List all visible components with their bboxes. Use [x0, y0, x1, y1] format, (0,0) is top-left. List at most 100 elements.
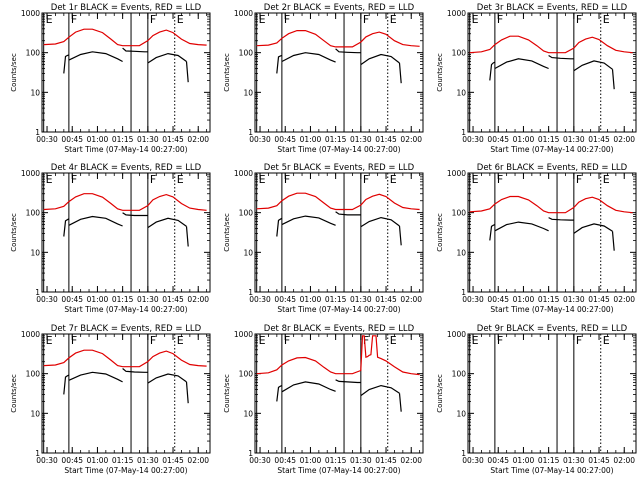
chart-title: Det 7r BLACK = Events, RED = LLD	[51, 324, 202, 334]
x-tick-label: 01:15	[538, 135, 560, 144]
x-tick-label: 00:30	[36, 135, 58, 144]
x-tick-label: 01:15	[325, 295, 347, 304]
event-marker-label: F	[150, 13, 156, 26]
event-marker-label: F	[150, 173, 156, 186]
x-tick-label: 00:45	[487, 135, 509, 144]
y-tick-label: 1000	[21, 9, 40, 18]
x-tick-label: 01:45	[375, 295, 397, 304]
event-marker-label: E	[259, 13, 266, 26]
event-marker-label: E	[259, 173, 266, 186]
series-line-events	[548, 217, 574, 221]
y-tick-label: 1	[35, 128, 40, 137]
series-line-events	[147, 52, 187, 64]
series-line-events	[611, 231, 615, 251]
data-series	[43, 349, 207, 404]
x-tick-label: 02:00	[400, 135, 422, 144]
series-line-events	[276, 385, 283, 402]
chart-panel-9: Det 9r BLACK = Events, RED = LLD 1 10 100 10…	[436, 324, 637, 475]
series-line-events	[494, 221, 549, 232]
y-axis-label: Counts/sec	[223, 213, 231, 252]
chart-panel-5: Det 5r BLACK = Events, RED = LLD 1 10 100 10…	[223, 163, 424, 314]
y-tick-label: 10	[30, 88, 40, 97]
series-line-events	[147, 217, 187, 229]
y-axis-label: Counts/sec	[10, 374, 18, 413]
x-tick-label: 01:45	[375, 135, 397, 144]
series-line-events	[398, 393, 402, 412]
y-axis-label: Counts/sec	[436, 213, 444, 252]
x-tick-label: 00:45	[487, 456, 509, 465]
y-tick-label: 1000	[234, 169, 253, 178]
data-series	[43, 193, 207, 247]
x-axis-ticks: 00:30 00:45 01:00 01:15 01:30 01:45 02:00	[462, 13, 635, 144]
y-axis-ticks: 1 10 100 1000	[21, 9, 210, 137]
event-marker-label: F	[71, 13, 77, 26]
x-tick-label: 01:30	[137, 135, 159, 144]
y-tick-label: 1000	[447, 330, 466, 339]
y-tick-label: 100	[452, 209, 467, 218]
x-axis-ticks: 00:30 00:45 01:00 01:15 01:30 01:45 02:00	[462, 334, 635, 465]
y-axis-ticks: 1 10 100 1000	[234, 9, 423, 137]
x-tick-label: 01:00	[513, 135, 535, 144]
event-marker-label: E	[259, 334, 266, 347]
x-axis-ticks: 00:30 00:45 01:00 01:15 01:30 01:45 02:00	[462, 173, 635, 304]
y-axis-ticks: 1 10 100 1000	[21, 330, 210, 458]
y-tick-label: 10	[30, 248, 40, 257]
event-marker-label: F	[284, 13, 290, 26]
data-series	[469, 35, 633, 90]
series-line-events	[185, 381, 189, 404]
data-series	[256, 335, 420, 412]
chart-panel-2: Det 2r BLACK = Events, RED = LLD 1 10 100 10…	[223, 3, 424, 154]
x-tick-label: 01:45	[375, 456, 397, 465]
x-axis-label: Start Time (07-May-14 00:27:00)	[490, 305, 613, 314]
series-line-lld	[256, 335, 420, 376]
y-tick-label: 1	[248, 449, 253, 458]
x-tick-label: 01:30	[350, 456, 372, 465]
event-marker-label: F	[497, 334, 503, 347]
y-tick-label: 100	[26, 209, 41, 218]
series-line-lld	[43, 349, 207, 368]
x-tick-label: 00:30	[36, 295, 58, 304]
series-line-events	[360, 384, 400, 397]
event-marker-label: E	[46, 334, 53, 347]
series-line-events	[63, 54, 70, 74]
plot-frame	[41, 333, 211, 454]
chart-panel-3: Det 3r BLACK = Events, RED = LLD 1 10 100 10…	[436, 3, 637, 154]
event-marker-label: E	[177, 13, 184, 26]
x-tick-label: 01:15	[112, 135, 134, 144]
event-marker-label: F	[363, 334, 369, 347]
event-marker-label: E	[603, 173, 610, 186]
plot-frame	[41, 172, 211, 293]
x-tick-label: 00:30	[462, 295, 484, 304]
y-tick-label: 1	[248, 288, 253, 297]
x-tick-label: 00:30	[36, 456, 58, 465]
y-axis-label: Counts/sec	[436, 53, 444, 92]
y-axis-label: Counts/sec	[436, 374, 444, 413]
x-tick-label: 02:00	[400, 456, 422, 465]
x-tick-label: 01:30	[563, 456, 585, 465]
series-line-events	[489, 224, 496, 241]
series-line-events	[611, 69, 615, 90]
x-axis-ticks: 00:30 00:45 01:00 01:15 01:30 01:45 02:00	[36, 173, 209, 304]
x-tick-label: 01:15	[325, 456, 347, 465]
series-line-events	[63, 218, 70, 237]
x-axis-label: Start Time (07-May-14 00:27:00)	[277, 466, 400, 475]
x-tick-label: 01:00	[300, 456, 322, 465]
x-tick-label: 01:45	[162, 456, 184, 465]
y-tick-label: 1	[461, 449, 466, 458]
x-tick-label: 02:00	[187, 456, 209, 465]
event-marker-label: F	[576, 334, 582, 347]
data-series	[256, 30, 420, 84]
x-tick-label: 01:30	[563, 295, 585, 304]
series-line-events	[185, 61, 189, 83]
x-axis-label: Start Time (07-May-14 00:27:00)	[64, 466, 187, 475]
y-axis-ticks: 1 10 100 1000	[447, 330, 636, 458]
y-tick-label: 100	[239, 370, 254, 379]
event-marker-label: E	[390, 334, 397, 347]
event-marker-label: F	[363, 173, 369, 186]
